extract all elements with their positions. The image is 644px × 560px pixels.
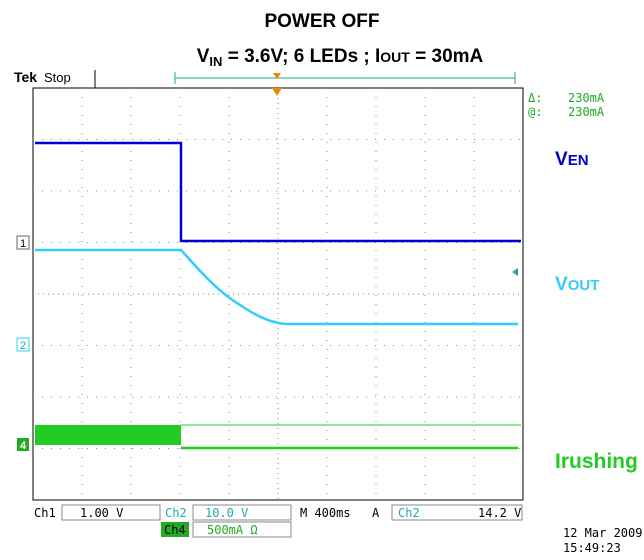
record-bracket [174, 72, 516, 84]
ch2-marker [16, 337, 30, 352]
label: V [197, 46, 210, 67]
footer: Ch1 1.00 V Ch2 10.0 V M 400ms A Ch2 14.2… [34, 504, 642, 555]
label: Δ: [528, 91, 542, 105]
label: 10.0 V [205, 506, 248, 520]
label: IN [209, 54, 222, 69]
ref-marker [512, 268, 518, 276]
ch4-marker [17, 438, 29, 451]
label: 1.00 V [80, 506, 123, 520]
ch1-marker [16, 235, 30, 250]
label: V [555, 149, 568, 170]
label: Ch2 [165, 506, 187, 520]
label: 14.2 V [478, 506, 521, 520]
label: V [555, 274, 568, 295]
brand: Tek [14, 69, 37, 85]
ch1-marker-label: 1 [20, 238, 26, 250]
label: A [372, 506, 380, 520]
irush-trace-high [35, 425, 181, 445]
ven-label: VEN [555, 149, 589, 170]
label: @: [528, 105, 542, 119]
label: EN [568, 152, 589, 169]
label: Ch4 [164, 523, 186, 537]
irush-label: Irushing [555, 450, 638, 473]
label: 500mA Ω [207, 523, 258, 537]
trigger-marker [272, 88, 282, 96]
label: 15:49:23 [563, 541, 621, 555]
trigger-pos [273, 73, 281, 79]
label: 230mA [568, 105, 605, 119]
label: Ch1 [34, 506, 56, 520]
label: Ch2 [398, 506, 420, 520]
ch2-marker-label: 2 [20, 340, 26, 352]
vout-label: VOUT [555, 274, 599, 295]
ven-trace [35, 141, 521, 243]
grid [33, 88, 523, 500]
label: = 3.6V; 6 LEDs ; I [222, 46, 380, 67]
label: M 400ms [300, 506, 351, 520]
label: = 30mA [410, 46, 484, 67]
state: Stop [44, 70, 71, 85]
readout: Δ: 230mA @: 230mA [528, 91, 605, 119]
ch4-marker-label: 4 [20, 440, 27, 452]
title: POWER OFF [264, 11, 379, 32]
vout-trace [35, 248, 518, 326]
label: 230mA [568, 91, 605, 105]
label: OUT [568, 277, 600, 294]
label: OUT [380, 49, 410, 65]
subtitle: VIN = 3.6V; 6 LEDs ; IOUT = 30mA [197, 46, 484, 69]
label: 12 Mar 2009 [563, 526, 642, 540]
